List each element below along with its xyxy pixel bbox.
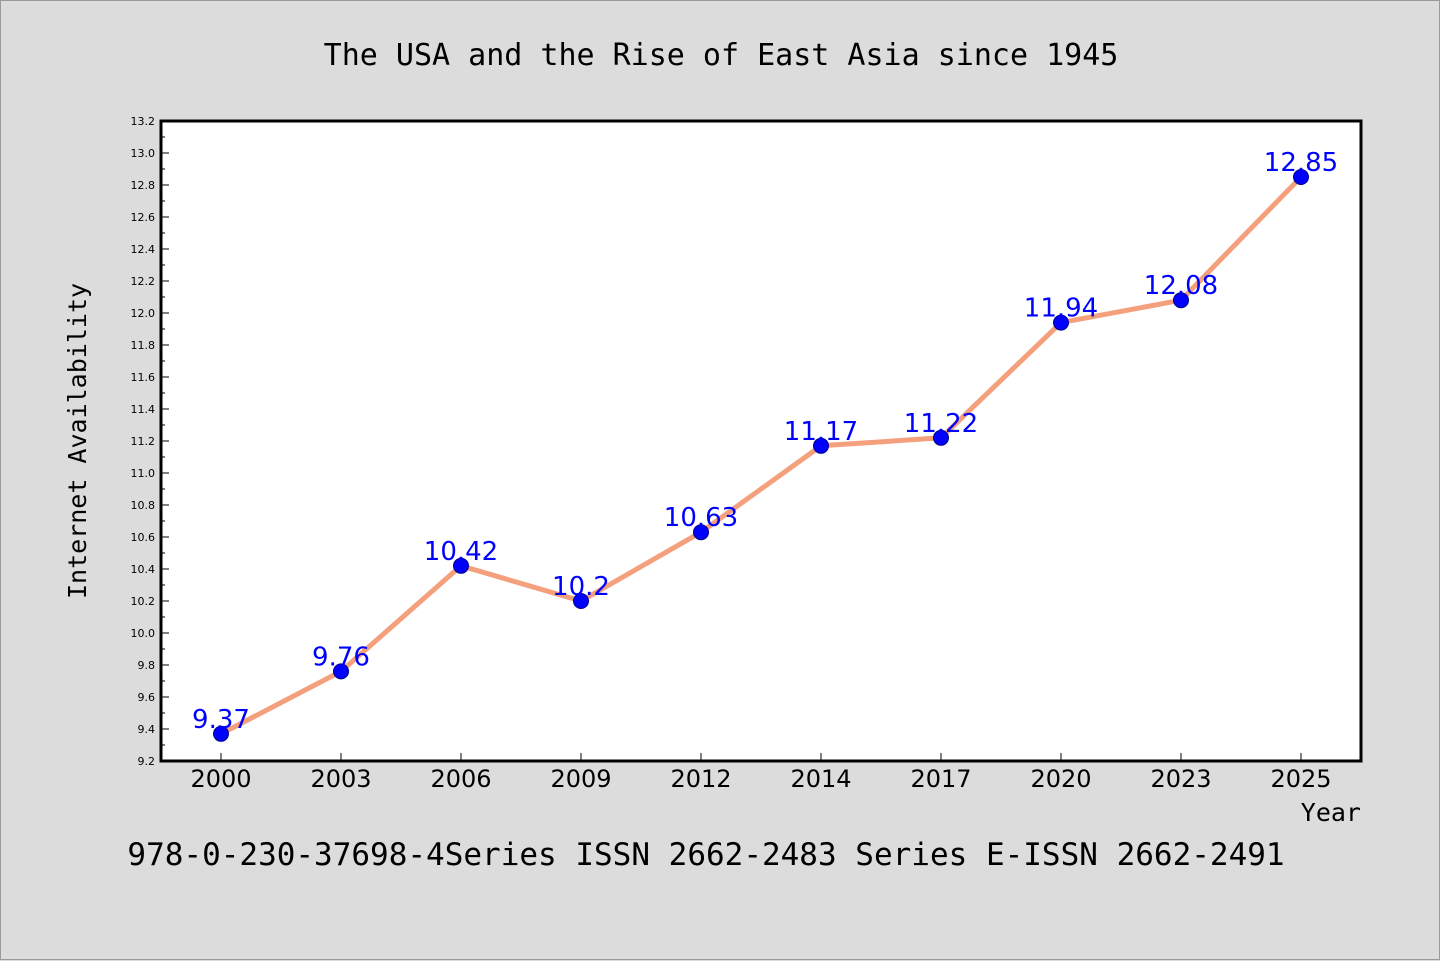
series-layer: [213, 169, 1309, 742]
data-label: 12.85: [1264, 148, 1338, 178]
y-tick-label: 9.2: [138, 755, 156, 768]
x-tick-label: 2000: [190, 765, 251, 793]
data-point: [213, 725, 229, 742]
y-tick-label: 10.8: [131, 499, 156, 512]
data-label: 11.94: [1024, 294, 1098, 324]
y-tick-label: 11.8: [131, 339, 156, 352]
y-tick-label: 12.8: [131, 179, 156, 192]
y-tick-label: 11.0: [131, 467, 156, 480]
y-tick-label: 12.2: [131, 275, 156, 288]
y-tick-label: 10.0: [131, 627, 156, 640]
y-tick-label: 12.6: [131, 211, 156, 224]
x-axis-label: Year: [1301, 798, 1361, 827]
y-tick-label: 9.8: [138, 659, 156, 672]
data-label: 10.2: [552, 572, 610, 602]
y-tick-label: 13.2: [131, 115, 156, 128]
chart-title: The USA and the Rise of East Asia since …: [324, 38, 1119, 73]
x-tick-label: 2012: [670, 765, 731, 793]
y-tick-label: 12.0: [131, 307, 156, 320]
y-tick-label: 13.0: [131, 147, 156, 160]
data-point: [453, 557, 469, 574]
data-point: [1173, 292, 1189, 309]
y-tick-label: 11.2: [131, 435, 156, 448]
data-label: 9.76: [312, 642, 370, 672]
series-line: [218, 174, 1304, 737]
y-tick-label: 10.4: [131, 563, 156, 576]
data-label: 10.63: [664, 503, 738, 533]
x-tick-label: 2025: [1270, 765, 1331, 793]
data-labels: 9.37 9.76 10.42 10.2 10.63 11.17 11.22 11.94 12.…: [192, 148, 1338, 735]
data-point: [573, 593, 589, 609]
y-tick-label: 10.2: [131, 595, 156, 608]
y-tick-label: 12.4: [131, 243, 156, 256]
x-axis: 2000 2003 2006 2009 2012 2014 2017 2020 2023 2025: [190, 753, 1332, 793]
x-tick-label: 2009: [550, 765, 611, 793]
y-axis: 9.2 9.4 9.6 9.8 10.0 10.2 10.4 10.6 10.8 11.0 11.2…: [131, 115, 169, 768]
data-point: [1293, 169, 1309, 185]
data-label: 12.08: [1144, 271, 1218, 301]
isbn-footer: 978-0-230-37698-4Series ISSN 2662-2483 S…: [127, 837, 1284, 873]
x-tick-label: 2020: [1030, 765, 1091, 793]
x-tick-label: 2017: [910, 765, 971, 793]
x-tick-label: 2014: [790, 765, 851, 793]
data-point: [1053, 314, 1069, 331]
y-tick-label: 11.4: [131, 403, 156, 416]
y-tick-label: 9.4: [138, 723, 156, 736]
data-label: 11.17: [784, 417, 858, 447]
x-tick-label: 2006: [430, 765, 491, 793]
x-tick-label: 2003: [310, 765, 371, 793]
data-label: 10.42: [424, 537, 498, 567]
x-tick-label: 2023: [1150, 765, 1211, 793]
data-label: 9.37: [192, 705, 250, 735]
data-label: 11.22: [904, 409, 978, 439]
data-point: [813, 437, 829, 454]
y-tick-label: 10.6: [131, 531, 156, 544]
y-tick-label: 9.6: [138, 691, 156, 704]
y-tick-label: 11.6: [131, 371, 156, 384]
y-axis-label: Internet Availability: [63, 283, 92, 599]
data-point: [933, 429, 949, 446]
data-point: [333, 663, 349, 680]
data-point: [693, 524, 709, 541]
